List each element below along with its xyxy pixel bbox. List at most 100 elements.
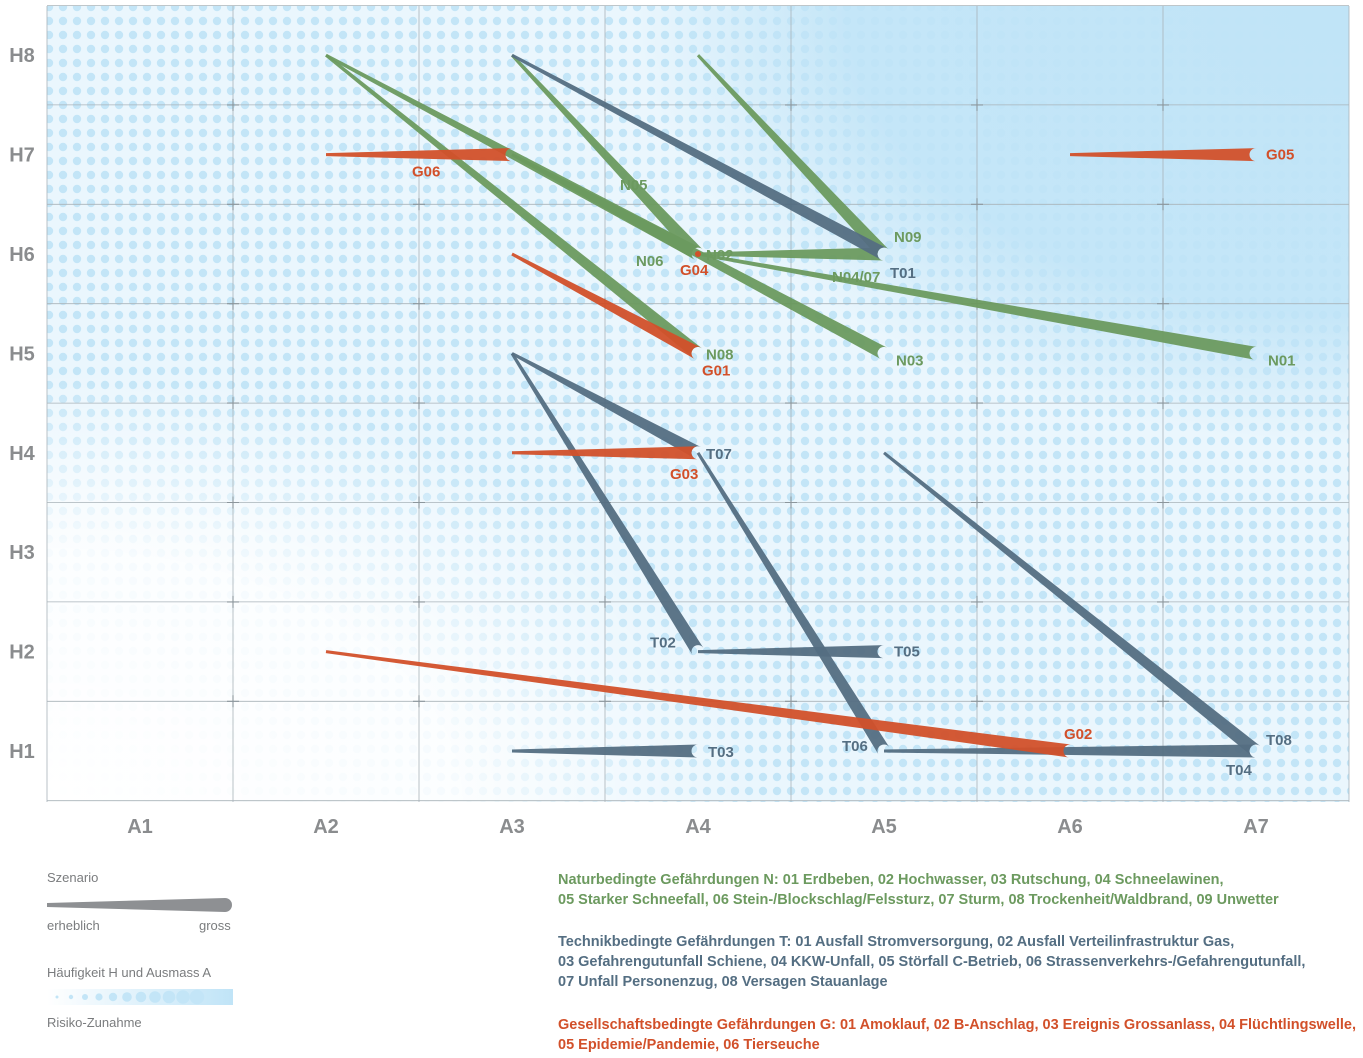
scenario-mark	[698, 645, 884, 659]
y-tick-label: H5	[9, 343, 35, 365]
scenario-label: G04	[680, 262, 709, 279]
category-nature: Naturbedingte Gefährdungen N: 01 Erdbebe…	[558, 870, 1358, 910]
scenario-marks	[325, 53, 1261, 758]
scenario-label: N02	[706, 247, 734, 264]
x-tick-label: A7	[1243, 816, 1269, 838]
scenario-labels: N01 N02 N03 N04/07 N05 N06 N08 N09 T01 T02 T03 T04 T…	[412, 147, 1296, 779]
grid-cross	[413, 397, 425, 410]
scenario-label: N03	[896, 352, 924, 369]
x-tick-label: A3	[499, 816, 525, 838]
scenario-mark	[325, 650, 1071, 758]
grid-cross	[227, 695, 239, 708]
category-society-line: 05 Epidemie/Pandemie, 06 Tierseuche	[558, 1037, 820, 1053]
y-tick-label: H2	[9, 642, 35, 664]
x-tick-label: A5	[871, 816, 897, 838]
legend-scenario-high: gross	[199, 918, 231, 933]
legend-gradient-title: Häufigkeit H und Ausmass A	[47, 965, 212, 980]
scenario-label: G05	[1266, 147, 1294, 164]
scenario-label: N05	[620, 177, 648, 194]
grid-cross	[227, 98, 239, 111]
x-tick-label: A4	[685, 816, 711, 838]
grid-cross	[413, 198, 425, 211]
scenario-label: T01	[890, 265, 916, 282]
grid-cross	[785, 98, 797, 111]
scenario-mark	[512, 446, 698, 460]
grid-cross	[971, 98, 983, 111]
x-tick-label: A1	[127, 816, 153, 838]
grid-cross	[785, 695, 797, 708]
scenario-mark	[697, 252, 1258, 360]
scenario-label: T06	[842, 738, 868, 755]
scenario-mark	[1070, 148, 1256, 162]
category-tech-line: 03 Gefahrengutunfall Schiene, 04 KKW-Unf…	[558, 954, 1306, 970]
grid-cross	[413, 496, 425, 509]
scenario-label: N04/07	[832, 269, 880, 286]
scenario-mark	[884, 744, 1256, 758]
scenario-mark	[695, 251, 701, 257]
category-nature-line: Naturbedingte Gefährdungen N: 01 Erdbebe…	[558, 872, 1224, 888]
grid-cross	[971, 397, 983, 410]
scenario-mark	[698, 247, 884, 261]
grid-cross	[1157, 198, 1169, 211]
legend-gradient-bar	[47, 989, 233, 1005]
category-society-line: Gesellschaftsbedingte Gefährdungen G: 01…	[558, 1017, 1356, 1033]
grid-cross	[1157, 297, 1169, 310]
scenario-mark	[696, 54, 889, 259]
scenario-mark	[511, 352, 702, 459]
grid-cross	[971, 595, 983, 608]
y-tick-label: H8	[9, 45, 35, 67]
grid-cross	[227, 198, 239, 211]
grid-cross	[785, 397, 797, 410]
legend-scenario-title: Szenario	[47, 870, 99, 885]
grid-cross	[413, 297, 425, 310]
y-tick-label: H6	[9, 244, 35, 266]
grid-cross	[1157, 98, 1169, 111]
category-tech-line: Technikbedingte Gefährdungen T: 01 Ausfa…	[558, 934, 1235, 950]
scenario-mark	[510, 352, 704, 656]
scenario-label: T02	[650, 635, 676, 652]
scenario-label: T03	[708, 744, 734, 761]
risk-matrix-chart: A1 A2 A3 A4 A5 A6 A7 H1 H2 H3 H4 H5 H6 H7 H8 N01 N02 N03…	[9, 5, 1350, 838]
category-society: Gesellschaftsbedingte Gefährdungen G: 01…	[558, 1015, 1358, 1055]
category-tech: Technikbedingte Gefährdungen T: 01 Ausfa…	[558, 932, 1358, 992]
scenario-mark	[511, 252, 702, 360]
grid-cross	[227, 595, 239, 608]
grid-cross	[227, 496, 239, 509]
scenario-label: G06	[412, 164, 440, 181]
scenario-mark	[325, 53, 702, 260]
legend-scenario-shape	[47, 898, 232, 912]
scenario-label: N08	[706, 346, 734, 363]
scenario-label: T05	[894, 644, 920, 661]
grid-cross	[785, 496, 797, 509]
scenario-label: T08	[1266, 732, 1292, 749]
legend-gradient-caption: Risiko-Zunahme	[47, 1015, 142, 1030]
grid-cross	[599, 695, 611, 708]
scenario-label: G03	[670, 466, 698, 483]
y-tick-label: H1	[9, 741, 35, 763]
grid-cross	[1157, 496, 1169, 509]
scenario-label: G01	[702, 362, 730, 379]
scenario-label: N01	[1268, 352, 1296, 369]
scenario-label: T04	[1226, 762, 1253, 779]
scenario-label: N06	[636, 253, 664, 270]
scenario-label: T07	[706, 446, 732, 463]
x-tick-label: A6	[1057, 816, 1083, 838]
scenario-mark	[696, 452, 890, 755]
scenario-mark	[883, 451, 1261, 757]
scenario-mark	[510, 54, 703, 259]
grid-cross	[971, 198, 983, 211]
category-nature-line: 05 Starker Schneefall, 06 Stein-/Blocksc…	[558, 892, 1279, 908]
category-tech-line: 07 Unfall Personenzug, 08 Versagen Staua…	[558, 974, 888, 990]
grid-cross	[599, 595, 611, 608]
axis-ticks: A1 A2 A3 A4 A5 A6 A7 H1 H2 H3 H4 H5 H6 H7 H8	[9, 45, 1269, 838]
y-tick-label: H4	[9, 443, 35, 465]
grid-cross	[971, 496, 983, 509]
grid-cross	[1157, 595, 1169, 608]
legend-scenario-low: erheblich	[47, 918, 100, 933]
scenario-mark	[325, 54, 703, 359]
scenario-mark	[511, 53, 888, 260]
scenario-label: N09	[894, 229, 922, 246]
grid-cross	[413, 695, 425, 708]
grid-cross	[227, 297, 239, 310]
scenario-label: G02	[1064, 726, 1092, 743]
